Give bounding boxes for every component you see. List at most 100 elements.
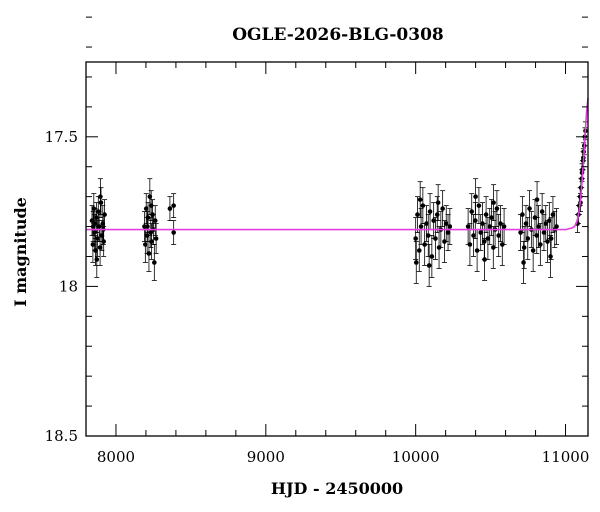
data-point [418,208,424,245]
point-marker [90,242,96,247]
data-point [97,178,103,215]
point-marker [424,221,429,226]
point-marker [527,206,532,211]
point-marker [543,221,549,226]
data-point [541,214,547,251]
point-marker [149,239,154,244]
data-point [482,238,488,281]
point-marker [98,194,103,199]
x-tick-label: 10000 [392,448,440,466]
data-point [426,244,432,287]
x-tick-label: 11000 [542,448,590,466]
point-marker [143,206,149,211]
data-point [92,208,98,239]
x-tick-label: 9000 [247,448,285,466]
data-point [447,208,453,245]
point-marker [94,257,100,262]
model-curve [86,97,589,231]
axis-tick-labels: 8000 9000 10000 11000 17.5 18 18.5 [45,128,590,466]
data-point [94,241,100,278]
point-marker [443,221,449,226]
y-tick-label: 18 [59,277,78,295]
data-points-series [89,121,588,287]
point-marker [434,212,440,217]
data-point [435,184,441,221]
data-point [487,208,493,245]
data-point [142,226,148,263]
data-point [153,223,159,254]
data-point [148,190,154,221]
data-point [443,205,449,242]
point-marker [541,230,547,235]
model-curve-series [86,97,589,231]
data-point [554,208,560,245]
point-marker [148,203,154,208]
data-point [413,241,419,284]
data-point [473,178,479,215]
point-marker [145,215,151,220]
point-marker [474,248,480,253]
point-marker [473,194,478,199]
point-marker [420,203,426,208]
y-axis-label: I magnitude [11,197,30,307]
data-point [151,244,157,281]
point-marker [413,236,418,241]
data-point [527,190,533,227]
data-point [429,235,435,278]
data-point [537,223,543,266]
point-marker [422,242,427,247]
point-marker [101,239,106,244]
point-marker [171,203,176,208]
data-point [548,235,554,278]
point-marker [92,221,98,226]
point-marker [521,260,526,265]
point-marker [146,251,152,256]
point-marker [548,254,553,259]
point-marker [418,224,424,229]
point-marker [501,224,507,229]
data-point [496,214,502,257]
point-marker [496,233,501,238]
point-marker [426,263,432,268]
data-point [420,187,426,224]
data-point [417,181,423,218]
point-marker [445,230,451,235]
point-marker [435,200,441,205]
point-marker [536,224,541,229]
point-marker [476,203,482,208]
x-tick-label: 8000 [97,448,135,466]
point-marker [98,200,104,205]
point-marker [416,248,422,253]
point-marker [478,230,484,235]
point-marker [425,233,431,238]
point-marker [489,215,494,220]
point-marker [471,233,476,238]
point-marker [96,224,102,229]
x-axis-label: HJD - 2450000 [271,479,403,498]
data-point [167,196,173,221]
point-marker [539,209,545,214]
data-point [144,211,150,242]
y-tick-label: 17.5 [45,128,78,146]
data-point [521,241,527,284]
data-point [491,184,497,221]
point-marker [427,209,433,214]
data-point [413,217,419,260]
point-marker [152,218,158,223]
point-marker [465,224,471,229]
point-marker [429,254,435,259]
data-point [425,214,431,257]
point-marker [525,236,531,241]
chart-title: OGLE-2026-BLG-0308 [232,25,444,45]
data-point [534,181,540,218]
data-point [523,205,529,242]
point-marker [153,236,159,241]
point-marker [485,236,491,241]
point-marker [100,221,106,226]
data-point [171,220,177,245]
point-marker [483,212,489,217]
point-marker [491,200,496,205]
point-marker [417,197,423,202]
data-point [469,193,475,230]
